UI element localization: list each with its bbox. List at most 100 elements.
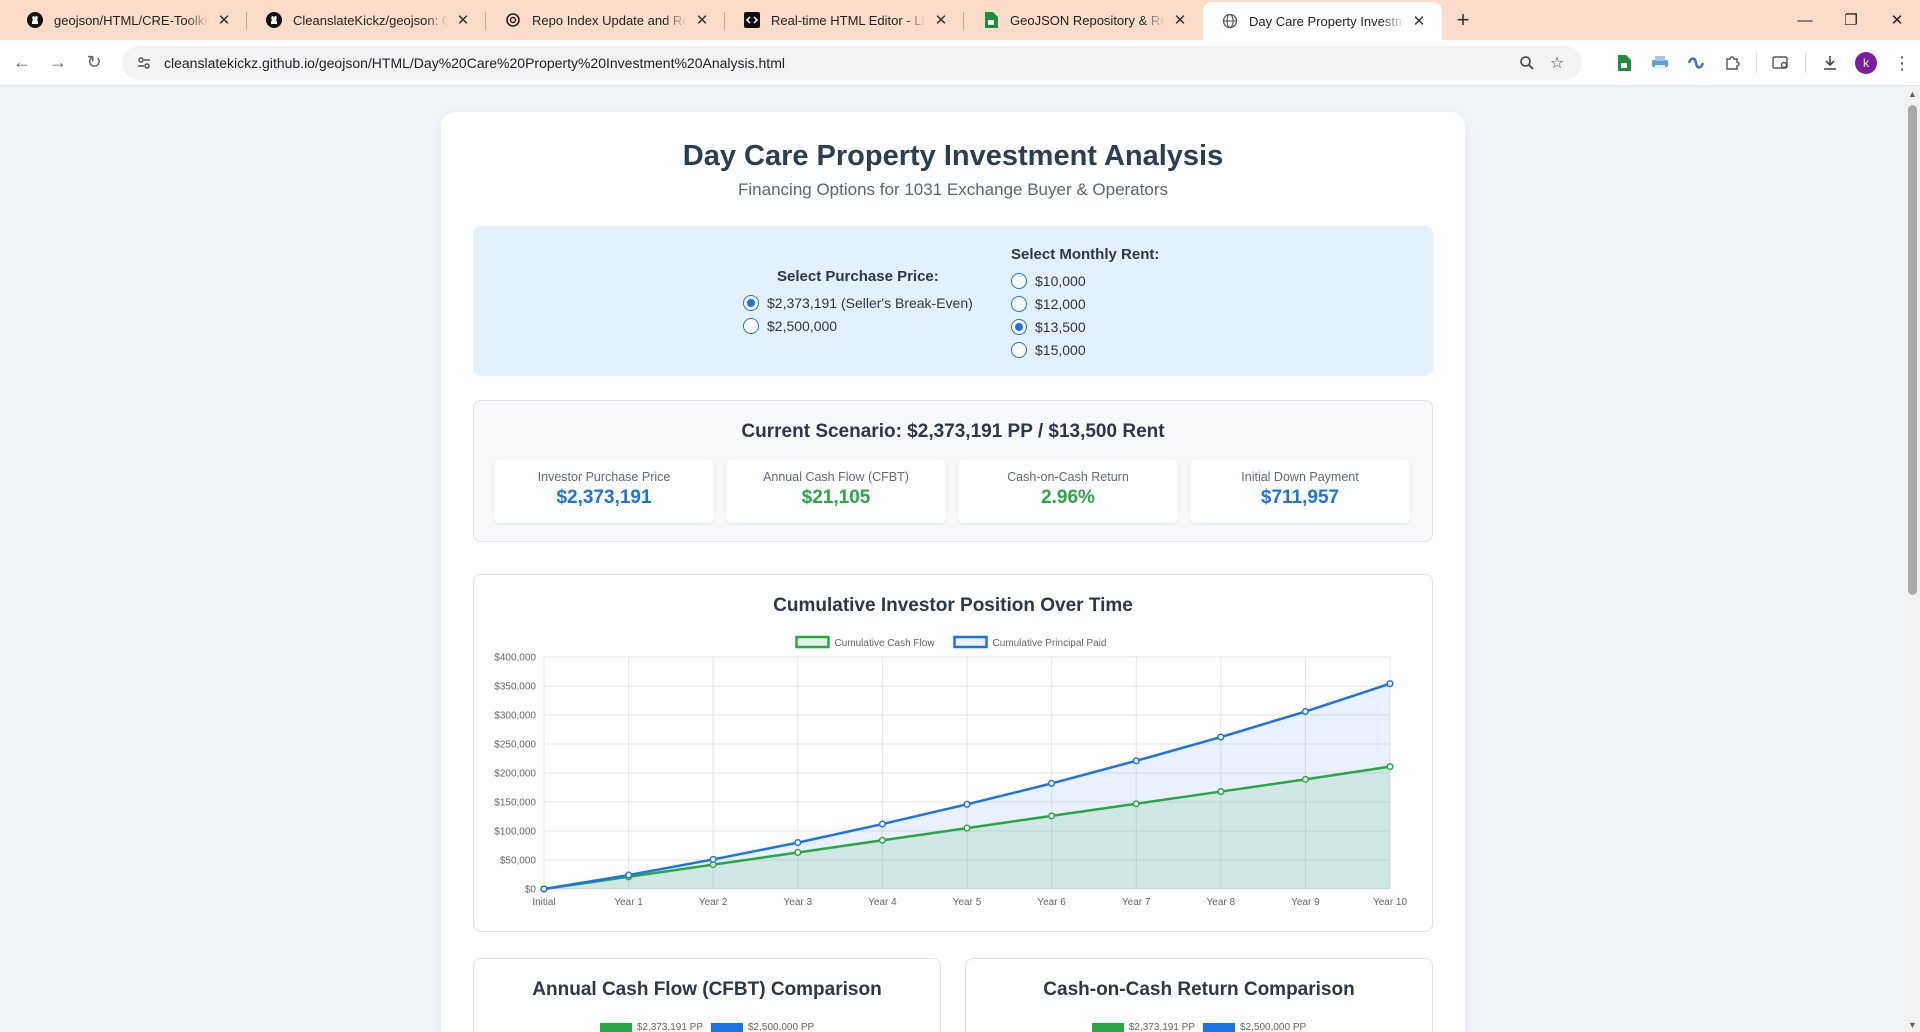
maximize-button[interactable]: ❐ [1844, 12, 1858, 29]
cfbt-legend: $2,373,191 PP $2,500,000 PP [474, 1022, 940, 1032]
coc-legend-item-2[interactable]: $2,500,000 PP [1203, 1022, 1306, 1032]
zoom-icon[interactable] [1512, 48, 1542, 78]
scroll-up-arrow[interactable]: ▲ [1908, 89, 1917, 99]
cfbt-legend-item-2[interactable]: $2,500,000 PP [711, 1022, 814, 1032]
close-tab-icon[interactable]: ✕ [1173, 12, 1187, 29]
sheets-icon [982, 11, 1000, 29]
minimize-button[interactable]: — [1797, 11, 1813, 29]
legend-swatch [795, 635, 830, 649]
data-point [1386, 763, 1394, 771]
tab-title: CleanslateKickz/geojson: GeoJSON [293, 12, 448, 28]
page-viewport: Day Care Property Investment Analysis Fi… [0, 87, 1905, 1032]
github-icon [26, 11, 44, 29]
x-tick-label: Year 4 [868, 897, 897, 908]
page-scrollbar[interactable]: ▲ ▼ [1905, 87, 1920, 1032]
tab-separator [246, 12, 247, 30]
openai-icon [504, 11, 522, 29]
monthly-rent-option-4[interactable]: $15,000 [1011, 338, 1159, 361]
tab-title: geojson/HTML/CRE-Toolkit.html [54, 12, 209, 28]
data-point [1132, 800, 1140, 808]
metric-card-4: Initial Down Payment $711,957 [1190, 459, 1410, 523]
x-tick-label: Year 10 [1373, 897, 1408, 908]
address-bar[interactable]: cleanslatekickz.github.io/geojson/HTML/D… [122, 46, 1582, 80]
extension-printer-icon[interactable] [1642, 46, 1678, 80]
close-tab-icon[interactable]: ✕ [1412, 13, 1426, 30]
code-editor-icon [743, 11, 761, 29]
close-tab-icon[interactable]: ✕ [695, 12, 709, 29]
scenario-controls: Select Purchase Price: $2,373,191 (Selle… [473, 226, 1433, 376]
scrollbar-thumb[interactable] [1908, 105, 1917, 595]
data-point [1301, 775, 1309, 783]
monthly-rent-label: Select Monthly Rent: [1011, 246, 1160, 263]
legend-label: $2,500,000 PP [748, 1022, 815, 1032]
monthly-rent-radio[interactable] [1011, 318, 1027, 335]
cfbt-legend-item-1[interactable]: $2,373,191 PP [599, 1022, 703, 1032]
bookmark-star-icon[interactable]: ☆ [1549, 55, 1565, 72]
github-icon [265, 11, 283, 29]
legend-label: $2,500,000 PP [1240, 1022, 1307, 1032]
profile-initial: k [1855, 52, 1877, 74]
purchase-price-option-1[interactable]: $2,373,191 (Seller's Break-Even) [743, 291, 973, 314]
site-info-icon[interactable] [134, 53, 154, 73]
close-tab-icon[interactable]: ✕ [456, 12, 470, 29]
back-button[interactable]: ← [13, 52, 31, 72]
extension-copilot-icon[interactable] [1678, 46, 1714, 80]
browser-tab-bar: geojson/HTML/CRE-Toolkit.html✕Cleanslate… [0, 0, 1920, 40]
x-tick-label: Initial [532, 897, 555, 908]
monthly-rent-radio[interactable] [1011, 272, 1027, 289]
monthly-rent-option-1[interactable]: $10,000 [1011, 269, 1159, 292]
extension-sheets-icon[interactable] [1606, 46, 1642, 80]
browser-toolbar: ← → ↻ cleanslatekickz.github.io/geojson/… [0, 40, 1920, 86]
browser-tab-2[interactable]: CleanslateKickz/geojson: GeoJSON ✕ [247, 0, 486, 40]
url-text[interactable]: cleanslatekickz.github.io/geojson/HTML/D… [164, 55, 785, 71]
purchase-price-radio[interactable] [743, 317, 759, 334]
close-window-button[interactable]: ✕ [1890, 12, 1904, 29]
purchase-price-radio[interactable] [743, 294, 759, 311]
coc-chart-title: Cash-on-Cash Return Comparison [1043, 979, 1355, 1000]
browser-tab-6[interactable]: Day Care Property Investment Analysis ✕ [1203, 2, 1442, 40]
extensions-puzzle-icon[interactable] [1714, 46, 1750, 80]
legend-label: $2,373,191 PP [1128, 1022, 1195, 1032]
browser-tab-4[interactable]: Real-time HTML Editor - Live HTML ✕ [725, 0, 964, 40]
y-tick-label: $0 [525, 885, 537, 896]
monthly-rent-option-label: $13,500 [1035, 318, 1086, 335]
data-point [1048, 812, 1056, 820]
close-tab-icon[interactable]: ✕ [217, 12, 231, 29]
x-tick-label: Year 8 [1207, 897, 1236, 908]
metric-label: Investor Purchase Price [537, 470, 671, 484]
forward-button[interactable]: → [49, 52, 67, 72]
y-tick-label: $50,000 [500, 856, 537, 867]
purchase-price-option-2[interactable]: $2,500,000 [743, 314, 973, 337]
line-chart-svg: $0 $50,000 $100,000 $150,000 $200,000 $250,00… [494, 635, 1408, 908]
monthly-rent-radio[interactable] [1011, 341, 1027, 358]
page-subtitle: Financing Options for 1031 Exchange Buye… [738, 180, 1168, 199]
monthly-rent-option-3[interactable]: $13,500 [1011, 315, 1159, 338]
chart-title: Cumulative Investor Position Over Time [773, 595, 1133, 616]
monthly-rent-radio[interactable] [1011, 295, 1027, 312]
y-tick-label: $200,000 [494, 769, 536, 780]
metric-value: $711,957 [1260, 487, 1340, 508]
browser-menu-icon[interactable]: ⋮ [1893, 52, 1911, 73]
reload-button[interactable]: ↻ [86, 52, 102, 72]
scroll-down-arrow[interactable]: ▼ [1908, 1020, 1917, 1030]
browser-tab-5[interactable]: GeoJSON Repository & Real Estate ✕ [964, 0, 1203, 40]
downloads-icon[interactable] [1812, 46, 1848, 80]
close-tab-icon[interactable]: ✕ [934, 12, 948, 29]
cfbt-comparison-chart: Annual Cash Flow (CFBT) Comparison $2,37… [473, 958, 941, 1032]
browser-tab-1[interactable]: geojson/HTML/CRE-Toolkit.html ✕ [8, 0, 247, 40]
coc-legend-item-1[interactable]: $2,373,191 PP [1091, 1022, 1195, 1032]
monthly-rent-option-2[interactable]: $12,000 [1011, 292, 1159, 315]
monthly-rent-group: Select Monthly Rent: $10,000 $12,000 $13,5… [1011, 246, 1159, 361]
metric-label: Initial Down Payment [1241, 470, 1359, 484]
data-point [1132, 757, 1140, 765]
legend-swatch [599, 1022, 632, 1032]
browser-tab-3[interactable]: Repo Index Update and Redesign ✕ [486, 0, 725, 40]
x-tick-label: Year 6 [1037, 897, 1066, 908]
metric-value: 2.96% [1041, 487, 1095, 508]
y-tick-label: $350,000 [494, 682, 536, 693]
data-point [878, 836, 886, 844]
metric-card-3: Cash-on-Cash Return 2.96% [958, 459, 1178, 523]
profile-avatar[interactable]: k [1848, 46, 1884, 80]
tab-search-icon[interactable] [1763, 46, 1799, 80]
new-tab-button[interactable]: + [1456, 7, 1470, 32]
